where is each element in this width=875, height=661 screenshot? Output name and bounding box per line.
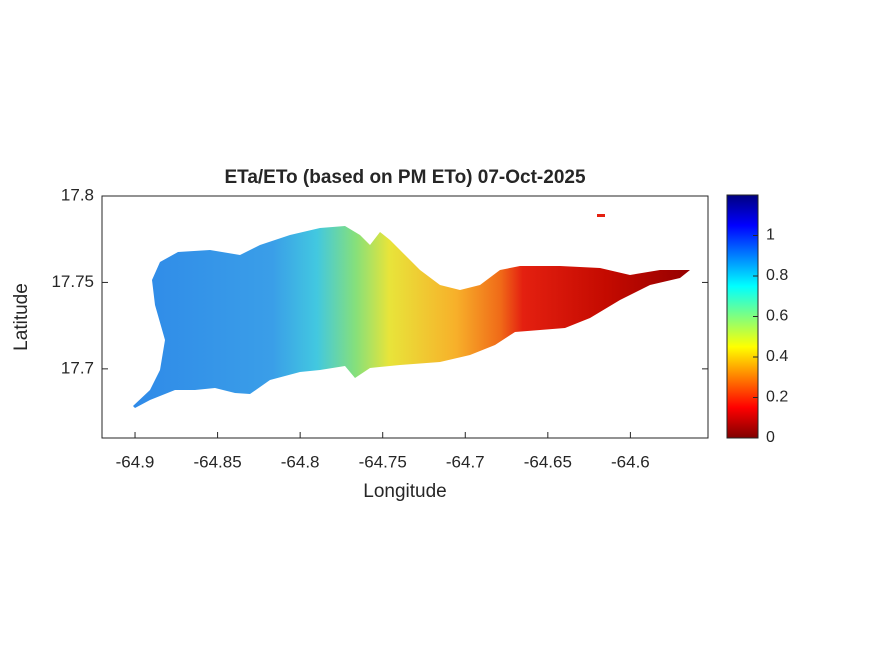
x-tick-label: -64.6 xyxy=(611,452,650,471)
x-tick-label: -64.7 xyxy=(446,452,485,471)
colorbar-tick-label: 1 xyxy=(766,227,775,244)
x-tick-label: -64.85 xyxy=(193,452,241,471)
chart-title: ETa/ETo (based on PM ETo) 07-Oct-2025 xyxy=(224,167,585,188)
x-tick-label: -64.8 xyxy=(281,452,320,471)
colorbar-tick-label: 0.2 xyxy=(766,389,788,406)
x-tick-label: -64.9 xyxy=(116,452,155,471)
islet xyxy=(597,214,605,217)
y-axis-label: Latitude xyxy=(11,283,32,351)
x-axis-label: Longitude xyxy=(363,481,446,502)
colorbar-tick-label: 0.8 xyxy=(766,267,788,284)
colorbar xyxy=(726,194,759,439)
island xyxy=(133,226,690,408)
y-tick-label: 17.75 xyxy=(51,272,94,291)
y-tick-label: 17.7 xyxy=(61,358,94,377)
axes-box xyxy=(101,195,709,439)
colorbar-tick-label: 0.6 xyxy=(766,308,788,325)
colorbar-tick-label: 0 xyxy=(766,429,775,446)
colorbar-tick-label: 0.4 xyxy=(766,348,788,365)
y-tick-label: 17.8 xyxy=(61,185,94,204)
x-tick-label: -64.75 xyxy=(359,452,407,471)
x-tick-label: -64.65 xyxy=(524,452,572,471)
